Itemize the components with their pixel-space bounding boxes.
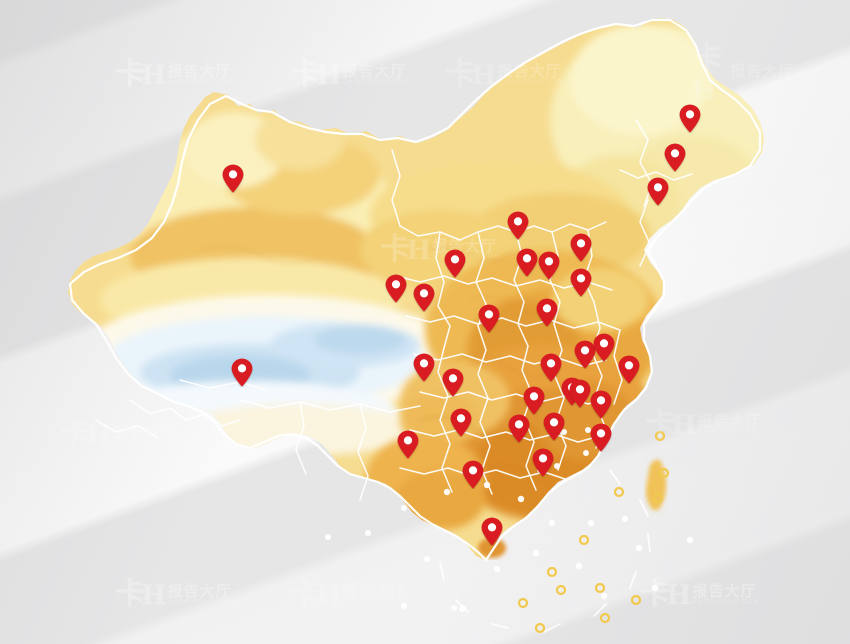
map-marker-pin[interactable] bbox=[543, 412, 565, 441]
map-marker-pin[interactable] bbox=[231, 358, 253, 387]
map-marker-pin[interactable] bbox=[444, 249, 466, 278]
national-border bbox=[68, 18, 762, 562]
map-marker-pin[interactable] bbox=[397, 430, 419, 459]
grey-region-city-dots bbox=[325, 427, 694, 612]
map-marker-pin[interactable] bbox=[481, 517, 503, 546]
map-marker-pin[interactable] bbox=[593, 333, 615, 362]
hainan-island bbox=[478, 538, 506, 558]
map-marker-pin[interactable] bbox=[462, 460, 484, 489]
map-marker-pin[interactable] bbox=[222, 164, 244, 193]
map-marker-pin[interactable] bbox=[538, 251, 560, 280]
map-marker-pin[interactable] bbox=[478, 304, 500, 333]
map-marker-pin[interactable] bbox=[574, 340, 596, 369]
map-marker-pin[interactable] bbox=[532, 448, 554, 477]
map-marker-pin[interactable] bbox=[523, 386, 545, 415]
taiwan-island bbox=[645, 459, 667, 511]
map-marker-pin[interactable] bbox=[450, 408, 472, 437]
map-marker-pin[interactable] bbox=[536, 298, 558, 327]
south-sea-island-rings bbox=[517, 430, 670, 634]
map-marker-pin[interactable] bbox=[590, 390, 612, 419]
map-marker-pin[interactable] bbox=[679, 104, 701, 133]
map-marker-pin[interactable] bbox=[413, 283, 435, 312]
map-marker-pin[interactable] bbox=[516, 248, 538, 277]
map-marker-pin[interactable] bbox=[664, 143, 686, 172]
map-marker-pin[interactable] bbox=[413, 353, 435, 382]
map-marker-pin[interactable] bbox=[618, 355, 640, 384]
map-marker-pin[interactable] bbox=[508, 414, 530, 443]
map-marker-pin[interactable] bbox=[442, 368, 464, 397]
map-marker-pin[interactable] bbox=[540, 353, 562, 382]
map-marker-pin[interactable] bbox=[570, 233, 592, 262]
map-marker-pin[interactable] bbox=[507, 211, 529, 240]
map-marker-pin[interactable] bbox=[590, 423, 612, 452]
map-marker-pin[interactable] bbox=[385, 274, 407, 303]
map-marker-pin[interactable] bbox=[647, 177, 669, 206]
map-marker-pin[interactable] bbox=[570, 268, 592, 297]
south-sea-boundary bbox=[439, 469, 651, 633]
map-marker-pin[interactable] bbox=[569, 379, 591, 408]
